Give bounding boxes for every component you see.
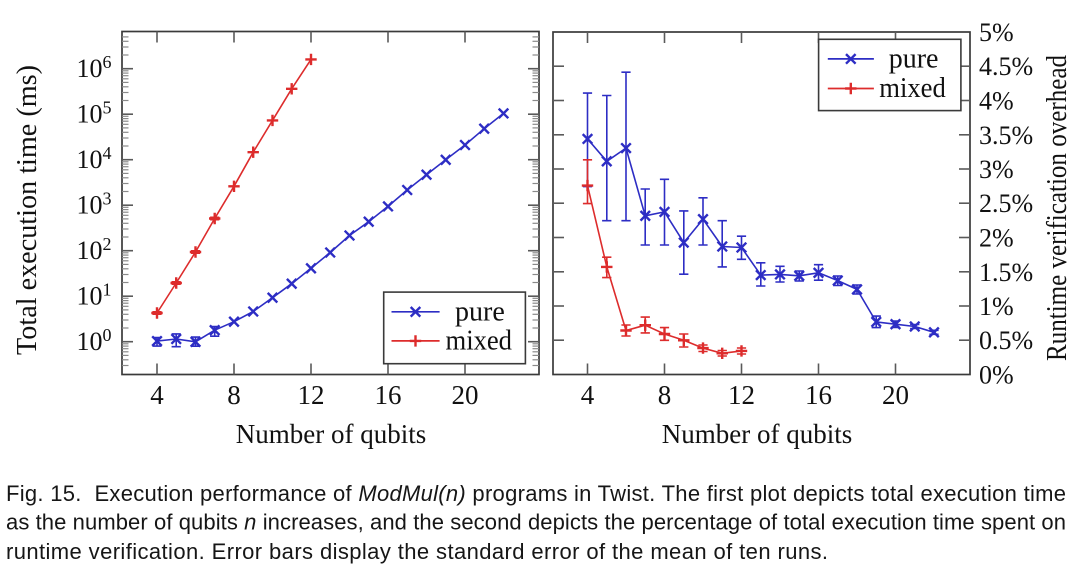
svg-text:as the number of qubits n incr: as the number of qubits n increases, and… — [6, 510, 1066, 535]
svg-text:Fig. 15. Execution performanc: Fig. 15. Execution performance of ModMul… — [6, 481, 1066, 506]
svg-text:1%: 1% — [979, 292, 1014, 321]
svg-text:12: 12 — [728, 380, 755, 410]
svg-text:4.5%: 4.5% — [979, 52, 1033, 81]
svg-text:2.5%: 2.5% — [979, 189, 1033, 218]
svg-text:pure: pure — [889, 43, 939, 74]
svg-text:1.5%: 1.5% — [979, 258, 1033, 287]
svg-text:Total execution time (ms): Total execution time (ms) — [12, 65, 43, 355]
svg-text:Number of qubits: Number of qubits — [236, 419, 426, 449]
svg-text:20: 20 — [882, 380, 909, 410]
svg-text:12: 12 — [298, 380, 325, 410]
svg-text:Runtime verification overhead: Runtime verification overhead — [1042, 55, 1073, 361]
svg-text:4: 4 — [150, 380, 164, 410]
svg-text:Number of qubits: Number of qubits — [662, 419, 852, 449]
svg-text:100: 100 — [77, 325, 112, 356]
svg-text:16: 16 — [805, 380, 832, 410]
svg-text:16: 16 — [375, 380, 402, 410]
svg-text:mixed: mixed — [446, 326, 513, 357]
svg-text:5%: 5% — [979, 18, 1014, 47]
svg-text:0%: 0% — [979, 361, 1014, 390]
svg-text:3.5%: 3.5% — [979, 121, 1033, 150]
svg-text:mixed: mixed — [879, 73, 946, 104]
svg-text:20: 20 — [452, 380, 479, 410]
svg-text:3%: 3% — [979, 155, 1014, 184]
svg-text:8: 8 — [658, 380, 672, 410]
svg-text:pure: pure — [455, 296, 505, 327]
svg-text:8: 8 — [227, 380, 241, 410]
svg-text:0.5%: 0.5% — [979, 326, 1033, 355]
svg-text:4: 4 — [581, 380, 595, 410]
svg-text:2%: 2% — [979, 224, 1014, 253]
svg-text:runtime verification. Error ba: runtime verification. Error bars display… — [6, 539, 828, 564]
svg-text:4%: 4% — [979, 87, 1014, 116]
